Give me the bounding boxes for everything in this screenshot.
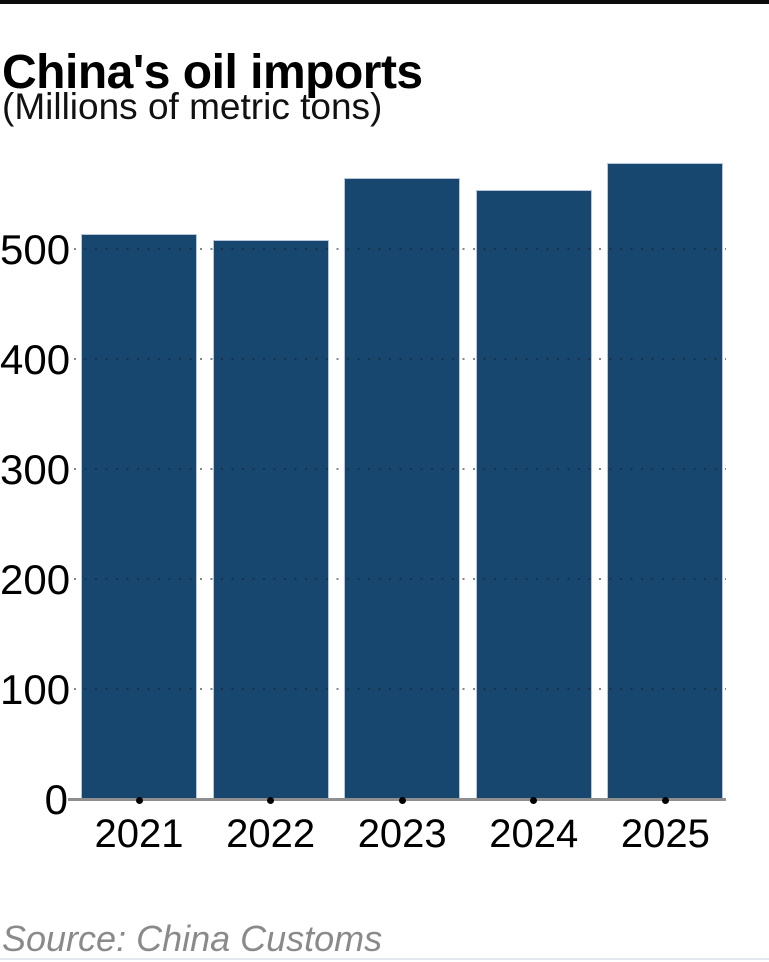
gridline-300 <box>74 467 726 470</box>
bar-2021 <box>81 234 197 799</box>
x-axis-label-2025: 2025 <box>620 812 710 856</box>
gridline-200 <box>74 577 726 580</box>
y-axis-label-200: 200 <box>0 555 71 603</box>
x-axis-label-2024: 2024 <box>489 812 579 856</box>
y-axis-label-100: 100 <box>0 665 71 713</box>
axis-tick-dot-2023 <box>398 796 406 804</box>
bottom-rule <box>0 958 769 960</box>
y-axis-label-0: 0 <box>44 776 68 823</box>
chart-title: China's oil imports <box>2 46 423 100</box>
y-axis-label-300: 300 <box>0 445 71 493</box>
x-axis-label-2022: 2022 <box>226 812 316 856</box>
gridline-500 <box>74 247 726 250</box>
bar-2022 <box>212 239 329 799</box>
axis-tick-dot-2022 <box>267 796 275 804</box>
top-accent-bar <box>0 0 769 4</box>
axis-tick-dot-2025 <box>661 796 669 804</box>
axis-tick-dot-2024 <box>530 796 538 804</box>
x-axis-line <box>68 798 726 801</box>
gridline-400 <box>74 357 726 360</box>
gridline-100 <box>74 687 726 690</box>
bar-2025 <box>607 162 724 799</box>
chart-subtitle: (Millions of metric tons) <box>2 86 383 127</box>
x-axis-label-2023: 2023 <box>357 812 447 856</box>
source-note: Source: China Customs <box>2 918 383 959</box>
axis-tick-dot-2021 <box>135 796 143 804</box>
bar-2023 <box>344 178 461 799</box>
y-axis-label-500: 500 <box>0 225 71 273</box>
bar-2024 <box>475 190 592 799</box>
y-axis-label-400: 400 <box>0 335 71 383</box>
x-axis-label-2021: 2021 <box>94 812 184 856</box>
